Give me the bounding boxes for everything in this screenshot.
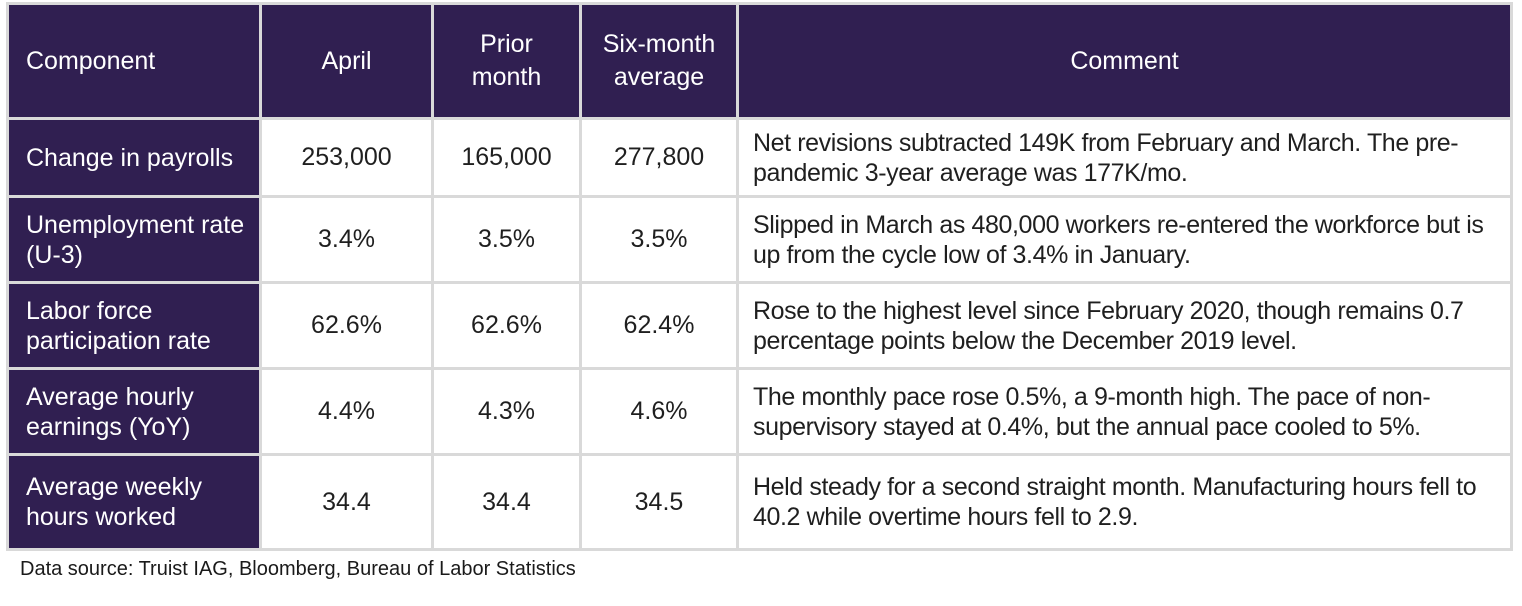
table-header: Component April Prior month Six-month av… [6,2,1513,120]
cell-six-month-average: 34.5 [579,453,739,551]
jobs-report-table: Component April Prior month Six-month av… [6,2,1513,551]
row-component-label: Change in payrolls [6,117,262,198]
cell-six-month-average: 62.4% [579,281,739,370]
table-row: Labor force participation rate 62.6% 62.… [6,281,1513,370]
cell-comment: Slipped in March as 480,000 workers re-e… [736,195,1513,284]
cell-prior-month: 34.4 [431,453,582,551]
header-six-month-average: Six-month average [579,2,739,120]
cell-comment: Rose to the highest level since February… [736,281,1513,370]
cell-april: 62.6% [259,281,434,370]
header-april: April [259,2,434,120]
cell-six-month-average: 4.6% [579,367,739,456]
data-source-note: Data source: Truist IAG, Bloomberg, Bure… [20,558,576,580]
header-prior-month: Prior month [431,2,582,120]
cell-prior-month: 165,000 [431,117,582,198]
cell-april: 4.4% [259,367,434,456]
table-body: Change in payrolls 253,000 165,000 277,8… [6,117,1513,551]
cell-prior-month: 62.6% [431,281,582,370]
cell-six-month-average: 3.5% [579,195,739,284]
cell-prior-month: 4.3% [431,367,582,456]
header-comment: Comment [736,2,1513,120]
cell-april: 3.4% [259,195,434,284]
row-component-label: Unemployment rate (U-3) [6,195,262,284]
cell-prior-month: 3.5% [431,195,582,284]
cell-april: 253,000 [259,117,434,198]
header-row: Component April Prior month Six-month av… [6,2,1513,120]
table-row: Average weekly hours worked 34.4 34.4 34… [6,453,1513,551]
cell-comment: Held steady for a second straight month.… [736,453,1513,551]
row-component-label: Labor force participation rate [6,281,262,370]
table-row: Unemployment rate (U-3) 3.4% 3.5% 3.5% S… [6,195,1513,284]
cell-april: 34.4 [259,453,434,551]
cell-comment: The monthly pace rose 0.5%, a 9-month hi… [736,367,1513,456]
table-row: Change in payrolls 253,000 165,000 277,8… [6,117,1513,198]
table-container: Component April Prior month Six-month av… [6,2,1513,551]
table-row: Average hourly earnings (YoY) 4.4% 4.3% … [6,367,1513,456]
row-component-label: Average hourly earnings (YoY) [6,367,262,456]
row-component-label: Average weekly hours worked [6,453,262,551]
cell-comment: Net revisions subtracted 149K from Febru… [736,117,1513,198]
header-component: Component [6,2,262,120]
cell-six-month-average: 277,800 [579,117,739,198]
